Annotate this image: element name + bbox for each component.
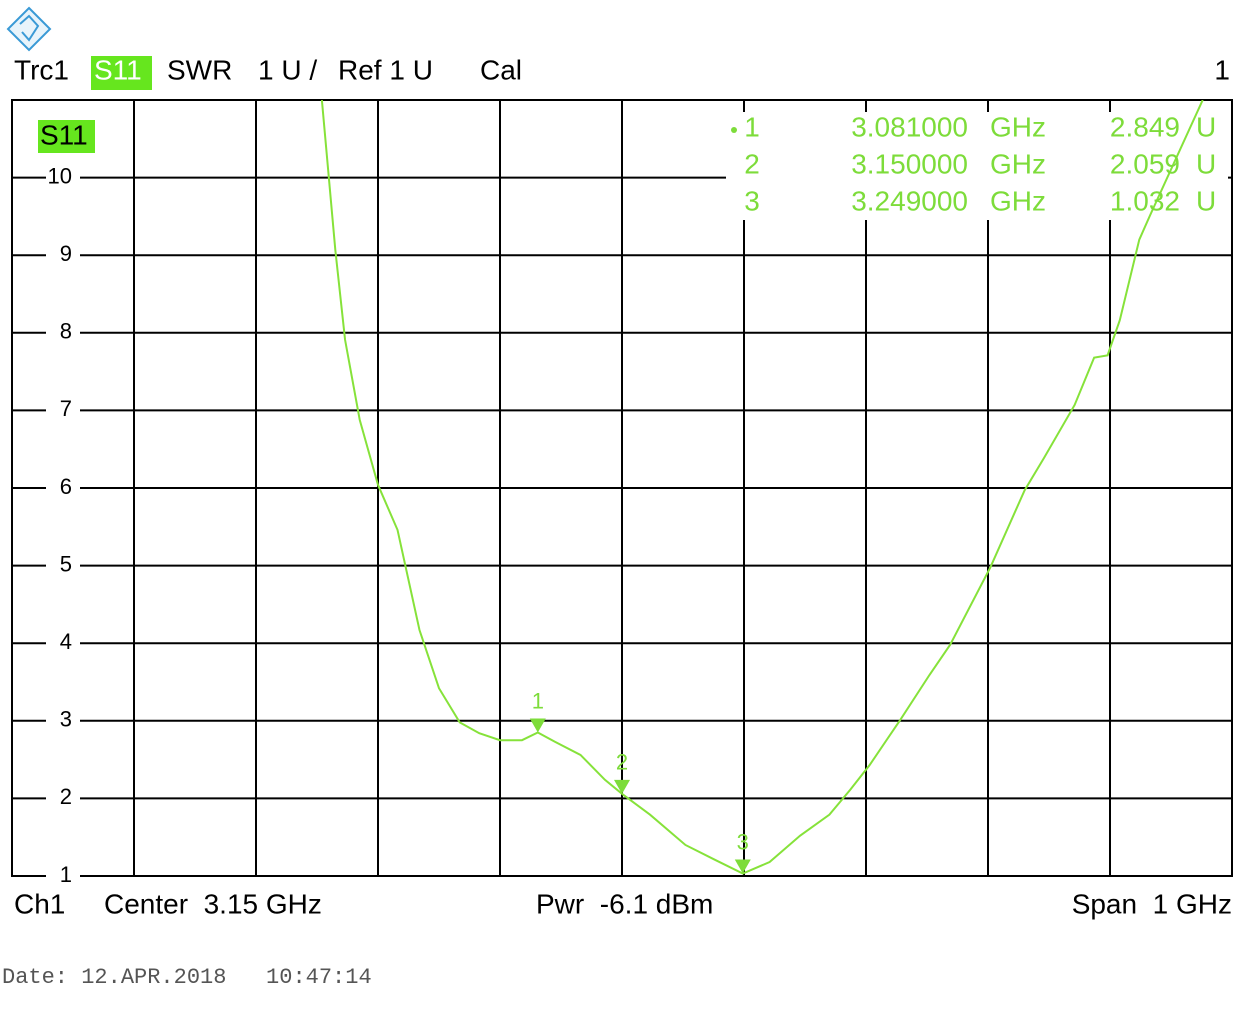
marker-number: 2 [744, 148, 760, 179]
marker-triangle [614, 779, 630, 794]
marker-value: 2.059 [1110, 148, 1180, 179]
marker-number: 1 [744, 111, 760, 142]
measurement-bg [91, 56, 152, 90]
center: Center 3.15 GHz [104, 888, 322, 919]
span: Span 1 GHz [1072, 888, 1232, 919]
marker-triangle [734, 859, 751, 874]
tick-label-bg [46, 476, 80, 500]
logo [6, 6, 52, 52]
tick-label-bg [46, 708, 80, 733]
y-tick-label: 10 [48, 163, 72, 188]
window: 1 [1214, 54, 1230, 85]
marker-value: 2.849 [1110, 111, 1180, 142]
marker-value: 1.032 [1110, 185, 1180, 216]
tick-label-bg [46, 553, 80, 578]
power: Pwr -6.1 dBm [536, 888, 713, 919]
tick-label-bg [46, 398, 80, 423]
tick-label-bg [46, 631, 80, 656]
marker-table-bg [726, 112, 1228, 220]
marker-frequency: 3.081000 [851, 111, 968, 142]
date: Date: 12.APR.2018 10:47:14 [2, 965, 372, 990]
format: SWR [167, 54, 232, 85]
tick-label-bg [46, 786, 80, 811]
marker-label: 3 [737, 829, 749, 854]
trace-label: S11 [40, 119, 88, 150]
marker-number: 3 [744, 185, 760, 216]
marker-frequency-unit: GHz [990, 185, 1046, 216]
measurement: S11 [94, 54, 142, 85]
y-tick-label: 5 [60, 551, 72, 576]
y-tick-label: 4 [60, 629, 72, 654]
y-tick-label: 3 [60, 707, 72, 732]
scale: 1 U / [258, 54, 317, 85]
y-tick-label: 7 [60, 396, 72, 421]
trace [320, 100, 1204, 875]
y-tick-label: 1 [60, 862, 72, 887]
tick-label-bg [46, 165, 80, 190]
tick-label-bg [46, 243, 80, 268]
tick-label-bg [46, 864, 80, 888]
marker-frequency: 3.150000 [851, 148, 968, 179]
tick-label-bg [46, 320, 80, 345]
reference: Ref 1 U [338, 54, 433, 85]
y-tick-label: 2 [60, 784, 72, 809]
trace-label-bg [38, 120, 95, 153]
marker-value-unit: U [1196, 185, 1216, 216]
y-tick-label: 6 [60, 474, 72, 499]
marker-frequency-unit: GHz [990, 148, 1046, 179]
active-marker-dot [731, 127, 737, 133]
marker-frequency: 3.249000 [851, 185, 968, 216]
marker-value-unit: U [1196, 148, 1216, 179]
y-tick-label: 8 [60, 319, 72, 344]
y-tick-label: 9 [60, 241, 72, 266]
channel: Ch1 [14, 888, 65, 919]
calibration: Cal [480, 54, 522, 85]
marker-value-unit: U [1196, 111, 1216, 142]
marker-label: 2 [616, 750, 628, 775]
trace: Trc1 [14, 54, 69, 85]
marker-triangle [529, 718, 546, 733]
marker-frequency-unit: GHz [990, 111, 1046, 142]
marker-label: 1 [532, 688, 544, 713]
